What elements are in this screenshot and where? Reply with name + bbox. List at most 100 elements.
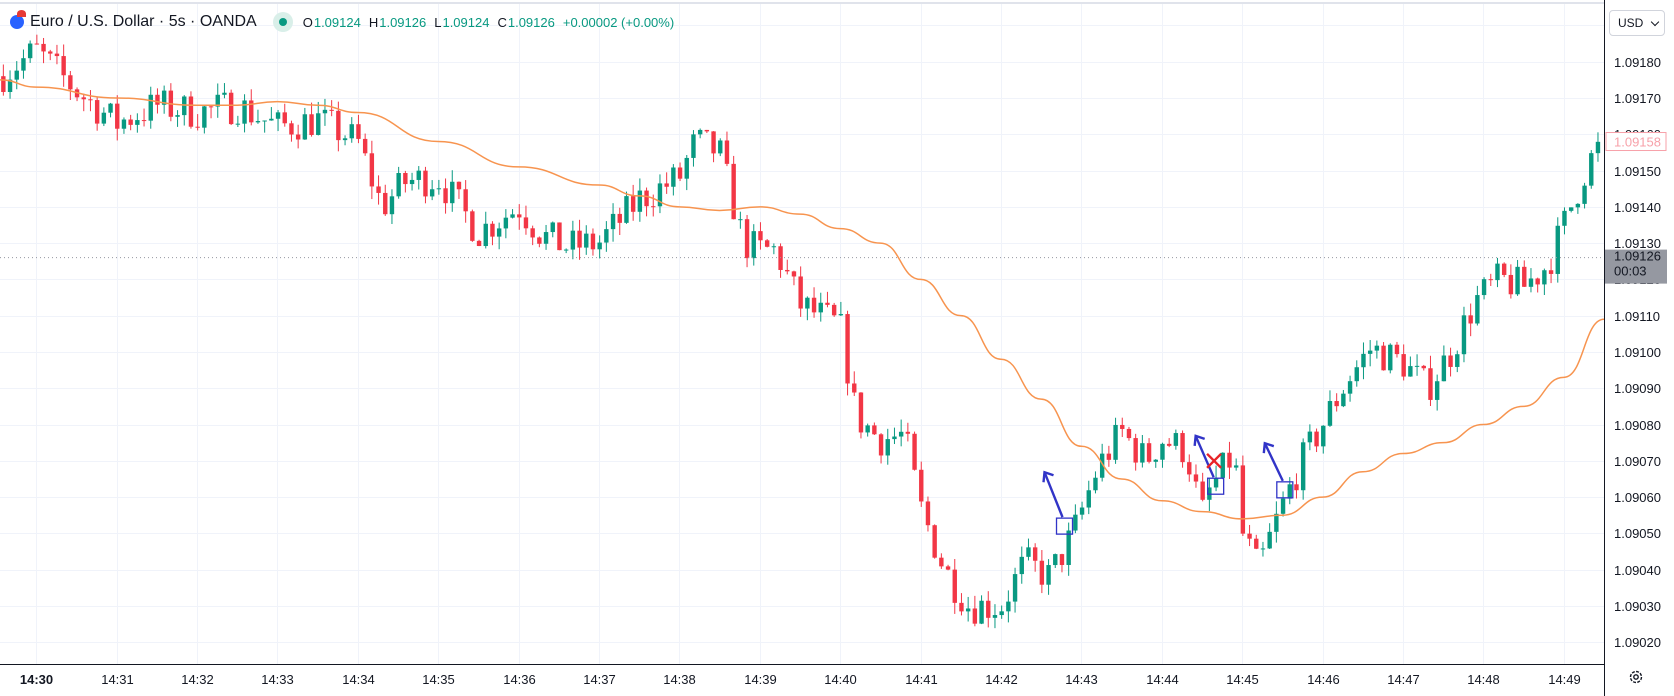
candle-body: [570, 230, 576, 250]
time-tick-label: 14:44: [1146, 672, 1179, 687]
candle-body: [1481, 279, 1487, 296]
candle-body: [1267, 531, 1272, 549]
candle-body: [1287, 484, 1292, 499]
candle-body: [791, 271, 797, 277]
candle-body: [409, 179, 415, 185]
time-tick-label: 14:38: [663, 672, 696, 687]
time-axis[interactable]: 14:30 14:31 14:32 14:33 14:34 14:35 14:36 14:37…: [20, 672, 1581, 687]
chart-legend: Euro / U.S. Dollar · 5s · OANDA O1.09124…: [10, 10, 674, 34]
candle-body: [1461, 315, 1467, 355]
candle-body: [892, 436, 897, 440]
signal-box: [1055, 517, 1074, 535]
time-tick-label: 14:36: [503, 672, 536, 687]
candle-body: [1073, 514, 1078, 531]
candle-body: [108, 103, 113, 113]
candle-body: [945, 566, 951, 570]
candlestick-series: [1, 34, 1601, 629]
candle-body: [490, 223, 495, 237]
candle-body: [483, 223, 488, 247]
candle-body: [1153, 459, 1158, 462]
candle-body: [1401, 354, 1406, 377]
candle-body: [738, 219, 743, 221]
candle-body: [503, 217, 509, 229]
candle-body: [624, 196, 629, 223]
candle-body: [48, 51, 53, 54]
candle-body: [771, 246, 777, 248]
time-tick-label: 14:34: [342, 672, 375, 687]
candle-body: [644, 190, 649, 207]
price-axis[interactable]: 1.09020 1.09030 1.09040 1.09050 1.09060 1.090…: [1614, 18, 1661, 650]
candle-body: [972, 608, 978, 624]
candle-body: [925, 501, 931, 526]
candle-body: [7, 79, 13, 92]
candle-body: [208, 106, 214, 108]
candle-body: [979, 600, 984, 624]
candle-body: [41, 43, 46, 52]
candle-body: [195, 126, 200, 128]
candle-body: [21, 58, 26, 71]
candle-body: [1160, 443, 1165, 460]
candle-body: [523, 217, 529, 229]
moving-average-line: [0, 79, 1605, 520]
ohlc-change: +0.00002 (+0.00%): [562, 14, 675, 30]
candle-body: [952, 569, 957, 603]
candle-body: [463, 189, 468, 212]
candle-body: [68, 75, 73, 90]
candle-body: [443, 188, 448, 204]
candle-body: [1173, 433, 1179, 446]
candle-body: [1012, 574, 1018, 602]
candle-body: [1501, 263, 1507, 275]
candle-body: [423, 170, 428, 197]
time-tick-label: 14:46: [1307, 672, 1340, 687]
candle-body: [1582, 185, 1587, 204]
candle-body: [724, 140, 730, 164]
candle-body: [1589, 153, 1594, 186]
time-tick-label: 14:41: [905, 672, 938, 687]
candle-body: [356, 124, 361, 139]
candle-body: [429, 189, 435, 197]
candle-body: [1300, 442, 1306, 491]
market-open-dot-icon[interactable]: [272, 12, 293, 32]
signal-arrow-head: [1042, 470, 1054, 483]
candle-body: [878, 434, 884, 456]
candle-body: [282, 112, 287, 124]
time-tick-label: 14:45: [1226, 672, 1259, 687]
candle-body: [1455, 354, 1460, 367]
candle-body: [1086, 490, 1091, 508]
candle-body: [1542, 270, 1547, 285]
candle-body: [228, 92, 234, 125]
candle-body: [342, 138, 348, 141]
candle-body: [651, 206, 656, 208]
candle-body: [1495, 263, 1500, 281]
candle-body: [54, 53, 60, 57]
candle-body: [718, 140, 723, 154]
currency-selector[interactable]: USD: [1609, 10, 1665, 36]
candle-body: [1508, 274, 1514, 295]
time-tick-label: 14:40: [824, 672, 857, 687]
candle-body: [1247, 533, 1252, 539]
price-tick-label: 1.09070: [1614, 454, 1661, 469]
candle-body: [329, 109, 334, 111]
candle-body: [155, 94, 160, 105]
candle-body: [1227, 452, 1232, 468]
candle-body: [1133, 438, 1138, 463]
gear-icon[interactable]: [1628, 669, 1644, 685]
candle-body: [677, 167, 683, 179]
candle-body: [577, 230, 582, 248]
candle-body: [1032, 547, 1038, 561]
candle-body: [1146, 443, 1152, 462]
candle-body: [1113, 424, 1118, 460]
candle-body: [517, 214, 522, 218]
candle-body: [1568, 207, 1574, 211]
symbol-title[interactable]: Euro / U.S. Dollar · 5s · OANDA: [30, 13, 257, 30]
candle-body: [470, 211, 475, 241]
candle-body: [1280, 498, 1286, 514]
time-tick-label: 14:33: [261, 672, 294, 687]
candle-body: [1099, 453, 1105, 478]
candle-body: [744, 219, 750, 259]
bar-countdown: 00:03: [1614, 264, 1647, 279]
time-tick-label: 14:48: [1467, 672, 1500, 687]
candle-body: [376, 186, 381, 193]
candle-body: [959, 602, 964, 612]
